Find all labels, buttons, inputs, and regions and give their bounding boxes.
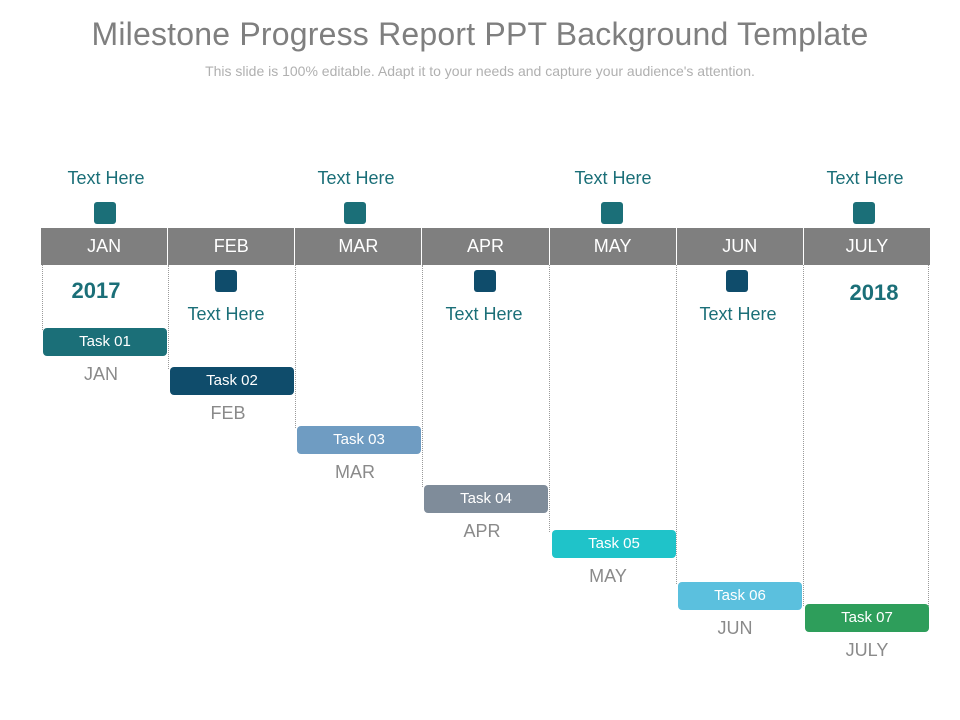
- month-jun: JUN: [677, 228, 804, 265]
- year-start: 2017: [71, 278, 121, 303]
- task-bar[interactable]: Task 04: [424, 485, 548, 513]
- column-guide: [549, 265, 550, 532]
- task-bar[interactable]: Task 07: [805, 604, 929, 632]
- mid-label-3: Text Here: [699, 304, 777, 324]
- task-month-label: MAY: [589, 566, 627, 586]
- task-month-label: FEB: [210, 403, 246, 423]
- milestone-marker-icon: [601, 202, 623, 224]
- milestone-marker-icon: [853, 202, 875, 224]
- task-bar[interactable]: Task 05: [552, 530, 676, 558]
- mid-label-2: Text Here: [445, 304, 523, 324]
- month-mar: MAR: [295, 228, 423, 265]
- top-label-1: Text Here: [67, 168, 145, 188]
- month-apr: APR: [422, 228, 550, 265]
- milestone-marker-icon: [94, 202, 116, 224]
- month-jan: JAN: [41, 228, 169, 265]
- milestone-marker-icon: [726, 270, 748, 292]
- column-guide: [928, 265, 929, 606]
- milestone-marker-icon: [344, 202, 366, 224]
- milestone-marker-icon: [474, 270, 496, 292]
- column-guide: [803, 265, 804, 606]
- month-feb: FEB: [168, 228, 296, 265]
- task-bar[interactable]: Task 03: [297, 426, 421, 454]
- column-guide: [295, 265, 296, 428]
- month-july: JULY: [845, 236, 889, 256]
- task-bar[interactable]: Task 01: [43, 328, 167, 356]
- task-bar[interactable]: Task 02: [170, 367, 294, 395]
- task-month-label: MAR: [335, 462, 375, 482]
- mid-label-1: Text Here: [187, 304, 265, 324]
- milestone-marker-icon: [215, 270, 237, 292]
- task-month-label: JULY: [845, 640, 889, 660]
- task-month-label: JAN: [83, 364, 118, 384]
- top-label-3: Text Here: [574, 168, 652, 188]
- task-month-label: APR: [463, 521, 501, 541]
- top-label-4: Text Here: [826, 168, 904, 188]
- top-label-2: Text Here: [317, 168, 395, 188]
- task-bar[interactable]: Task 06: [678, 582, 802, 610]
- column-guide: [676, 265, 677, 584]
- page-subtitle: This slide is 100% editable. Adapt it to…: [205, 63, 755, 79]
- column-guide: [168, 265, 169, 369]
- month-may: MAY: [550, 228, 677, 265]
- column-guide: [422, 265, 423, 487]
- year-end: 2018: [849, 280, 899, 305]
- column-guide: [42, 265, 43, 330]
- task-month-label: JUN: [717, 618, 753, 638]
- month-bar: JAN FEB MAR APR MAY JUN JULY: [41, 228, 930, 265]
- page-title: Milestone Progress Report PPT Background…: [91, 16, 869, 52]
